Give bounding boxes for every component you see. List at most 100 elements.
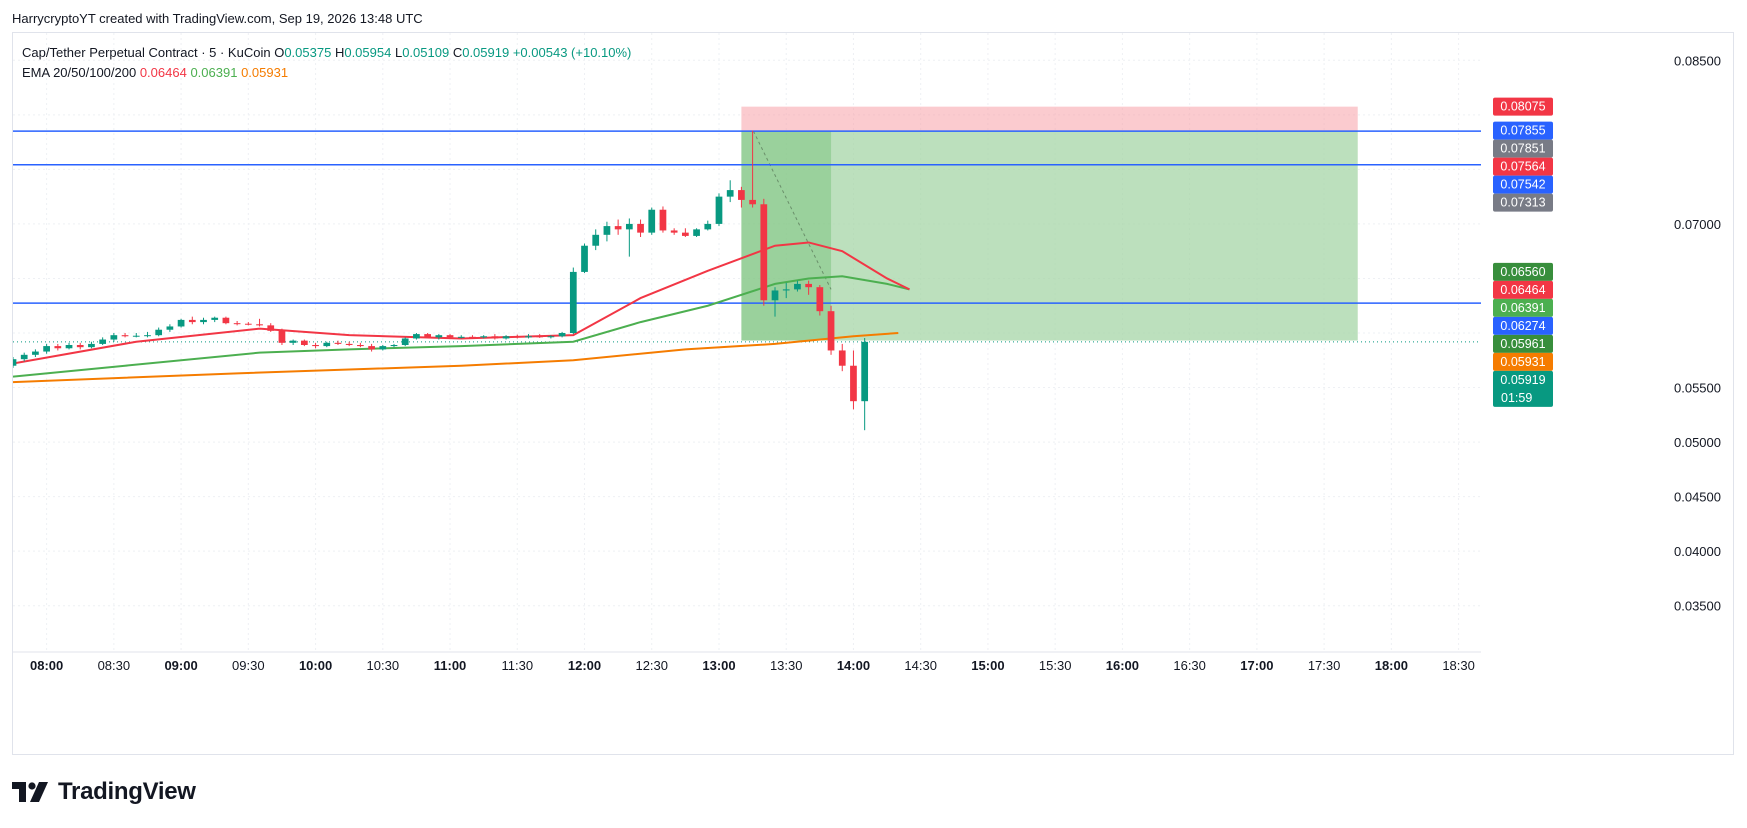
candle-body [525,336,532,338]
candle [805,280,812,295]
candle-body [289,340,297,343]
y-tick-label: 0.08500 [1674,53,1721,68]
chart-legend[interactable]: Cap/Tether Perpetual Contract · 5 · KuCo… [22,43,631,83]
candle-body [13,359,17,366]
x-tick-label: 09:00 [164,658,197,673]
price-label-text: 0.05961 [1500,337,1545,351]
candle [345,341,353,347]
candle-body [726,190,734,197]
x-tick-label: 13:00 [702,658,735,673]
candle [278,328,286,345]
candle-body [43,346,50,352]
ema20-value: 0.06464 [139,65,187,80]
candle-body [850,365,857,402]
candle [256,318,263,327]
candle [323,341,331,348]
candle-body [625,223,633,230]
candle [536,334,544,338]
candle [827,305,835,355]
price-label-box [1493,97,1553,116]
candle-body [749,199,756,205]
candle-body [390,345,398,347]
close-label: C [452,45,463,60]
ema-label: EMA 20/50/100/200 [22,65,137,80]
candle-body [166,326,174,330]
candle-body [547,336,555,338]
price-label: 0.06391 [1493,298,1553,317]
candle-body [379,346,387,350]
ema20-line [13,241,910,365]
y-tick-label: 0.07000 [1674,217,1721,232]
candle [334,340,342,345]
candle [592,229,600,251]
candle [659,206,667,233]
price-label-box [1493,262,1553,281]
x-tick-label: 08:00 [30,658,63,673]
candle [54,343,62,351]
candle-body [738,190,745,200]
y-tick-label: 0.05000 [1674,435,1721,450]
open-label: O [274,45,285,60]
x-tick-label: 14:30 [904,658,937,673]
candle [480,335,488,339]
candle-body [188,319,196,323]
candle-body [76,345,84,348]
candle-body [300,340,308,345]
candle [65,342,73,350]
candle-body [401,338,409,345]
candle [738,186,745,208]
candle [525,334,532,339]
position-tool [741,106,1358,341]
price-label-text: 0.06391 [1500,301,1545,315]
candle-body [244,323,252,325]
price-label: 0.06464 [1493,280,1553,299]
candle-body [603,226,611,235]
candle-body [670,230,678,233]
high-value: 0.05954 [344,45,392,60]
candle [357,342,364,348]
candle-body [782,289,790,291]
price-chart[interactable]: 08:00 08:30 09:00 09:30 10:00 10:30 11:00 11:30… [13,33,1735,756]
candle-body [177,319,185,327]
price-label-text: 0.06464 [1500,283,1545,297]
price-label-box [1493,316,1553,335]
candle-body [267,325,275,331]
candle-body [368,346,375,350]
candle [144,331,151,338]
candle [726,180,734,203]
candle [861,338,869,431]
candle [289,339,297,345]
candle-body [54,346,62,349]
candle-body [32,351,39,355]
candle [32,349,39,357]
candle [379,345,387,351]
ohlc-legend: Cap/Tether Perpetual Contract · 5 · KuCo… [22,43,631,63]
candle [211,316,219,323]
candle-body [861,341,869,402]
ema-legend: EMA 20/50/100/200 0.06464 0.06391 0.0593… [22,63,631,83]
candle [760,198,768,306]
candle-body [334,342,342,344]
candle [771,287,779,317]
brand-name: TradingView [58,778,196,805]
x-tick-label: 12:00 [568,658,601,673]
candle-body [637,223,644,233]
price-label-box [1493,370,1553,407]
candle-body [121,335,129,337]
chart-frame[interactable]: 08:00 08:30 09:00 09:30 10:00 10:30 11:00 11:30… [12,32,1734,755]
price-label: 0.05919 01:59 [1493,370,1553,407]
price-label-box [1493,193,1553,212]
candle-body [312,345,319,347]
candle-body [502,336,510,339]
candle-body [581,245,588,272]
candle [188,316,196,325]
candle-body [838,350,846,366]
price-label: 0.07564 [1493,157,1553,176]
candle-body [513,336,521,338]
candle [88,341,95,349]
high-label: H [334,45,345,60]
countdown-text: 01:59 [1501,391,1532,405]
x-tick-label: 15:30 [1039,658,1072,673]
candle [704,220,712,231]
price-label-box [1493,121,1553,140]
